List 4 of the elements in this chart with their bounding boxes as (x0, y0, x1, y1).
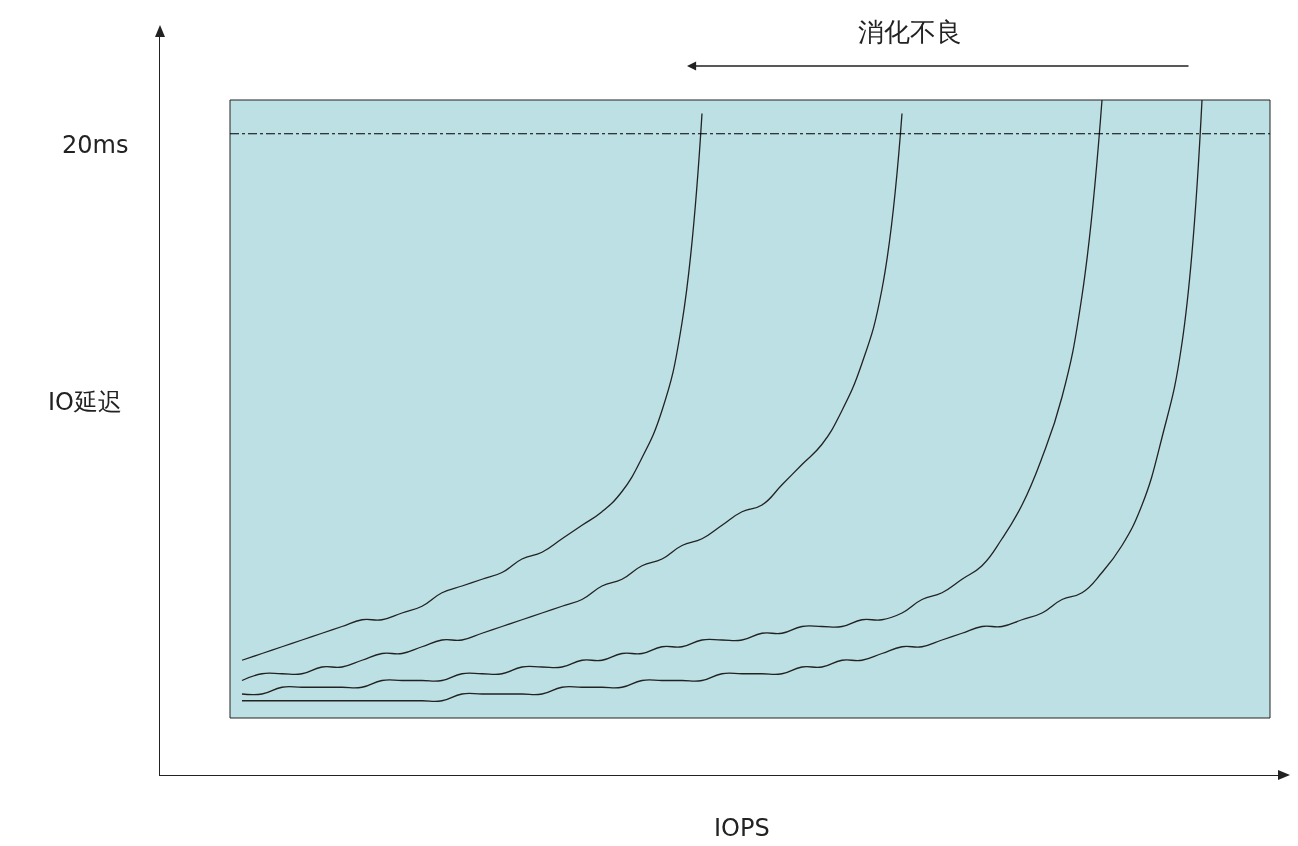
ref-line-label: 20ms (62, 131, 129, 159)
y-axis-title: IO延迟 (48, 388, 122, 416)
text: 消化不良 (858, 17, 962, 47)
x-axis-title: IOPS (714, 814, 770, 842)
